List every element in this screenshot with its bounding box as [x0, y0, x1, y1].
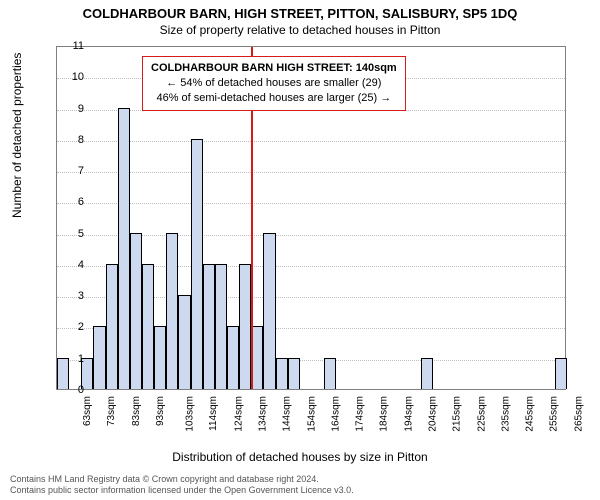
- y-tick-label: 0: [54, 384, 84, 396]
- chart-title: COLDHARBOUR BARN, HIGH STREET, PITTON, S…: [0, 0, 600, 21]
- y-tick-label: 1: [54, 353, 84, 365]
- infobox-line2: ← 54% of detached houses are smaller (29…: [151, 76, 397, 91]
- footer-line2: Contains public sector information licen…: [10, 485, 354, 496]
- x-tick-label: 255sqm: [549, 396, 560, 432]
- chart-subtitle: Size of property relative to detached ho…: [0, 21, 600, 41]
- y-tick-label: 4: [54, 259, 84, 271]
- y-axis-label: Number of detached properties: [10, 53, 24, 218]
- histogram-bar: [130, 233, 142, 389]
- x-tick-label: 73sqm: [106, 396, 117, 426]
- histogram-bar: [555, 358, 567, 389]
- y-tick-label: 5: [54, 228, 84, 240]
- histogram-bar: [203, 264, 215, 389]
- y-tick-label: 11: [54, 40, 84, 52]
- x-tick-label: 103sqm: [185, 396, 196, 432]
- y-tick-label: 3: [54, 290, 84, 302]
- x-tick-label: 164sqm: [330, 396, 341, 432]
- chart-container: COLDHARBOUR BARN, HIGH STREET, PITTON, S…: [0, 0, 600, 500]
- infobox: COLDHARBOUR BARN HIGH STREET: 140sqm ← 5…: [142, 56, 406, 111]
- infobox-line1: COLDHARBOUR BARN HIGH STREET: 140sqm: [151, 61, 397, 76]
- x-tick-label: 225sqm: [476, 396, 487, 432]
- histogram-bar: [421, 358, 433, 389]
- x-tick-label: 144sqm: [282, 396, 293, 432]
- histogram-bar: [93, 326, 105, 389]
- gridline: [57, 141, 565, 142]
- x-axis-label: Distribution of detached houses by size …: [0, 450, 600, 464]
- y-tick-label: 9: [54, 103, 84, 115]
- histogram-bar: [263, 233, 275, 389]
- histogram-bar: [154, 326, 166, 389]
- x-tick-label: 154sqm: [306, 396, 317, 432]
- histogram-bar: [106, 264, 118, 389]
- histogram-bar: [239, 264, 251, 389]
- y-tick-label: 6: [54, 196, 84, 208]
- plot-wrap: COLDHARBOUR BARN HIGH STREET: 140sqm ← 5…: [56, 46, 566, 390]
- x-tick-label: 114sqm: [208, 396, 219, 431]
- x-tick-label: 184sqm: [379, 396, 390, 432]
- x-tick-label: 215sqm: [452, 396, 463, 432]
- x-tick-label: 83sqm: [131, 396, 142, 426]
- x-tick-label: 63sqm: [82, 396, 93, 426]
- histogram-bar: [288, 358, 300, 389]
- x-tick-label: 235sqm: [500, 396, 511, 432]
- y-tick-label: 2: [54, 321, 84, 333]
- gridline: [57, 203, 565, 204]
- x-tick-label: 265sqm: [573, 396, 584, 432]
- y-tick-label: 10: [54, 71, 84, 83]
- x-tick-label: 124sqm: [233, 396, 244, 432]
- x-tick-label: 194sqm: [403, 396, 414, 432]
- gridline: [57, 172, 565, 173]
- histogram-bar: [276, 358, 288, 389]
- histogram-bar: [324, 358, 336, 389]
- histogram-bar: [227, 326, 239, 389]
- histogram-bar: [191, 139, 203, 389]
- y-tick-label: 7: [54, 165, 84, 177]
- histogram-bar: [142, 264, 154, 389]
- x-tick-label: 204sqm: [428, 396, 439, 432]
- infobox-line3: 46% of semi-detached houses are larger (…: [151, 91, 397, 106]
- histogram-bar: [166, 233, 178, 389]
- x-tick-label: 134sqm: [258, 396, 269, 432]
- histogram-bar: [178, 295, 190, 389]
- x-tick-label: 174sqm: [355, 396, 366, 432]
- y-tick-label: 8: [54, 134, 84, 146]
- x-tick-label: 93sqm: [155, 396, 166, 426]
- footer-line1: Contains HM Land Registry data © Crown c…: [10, 474, 354, 485]
- histogram-bar: [118, 108, 130, 389]
- histogram-bar: [215, 264, 227, 389]
- x-tick-label: 245sqm: [525, 396, 536, 432]
- footer-attribution: Contains HM Land Registry data © Crown c…: [10, 474, 354, 497]
